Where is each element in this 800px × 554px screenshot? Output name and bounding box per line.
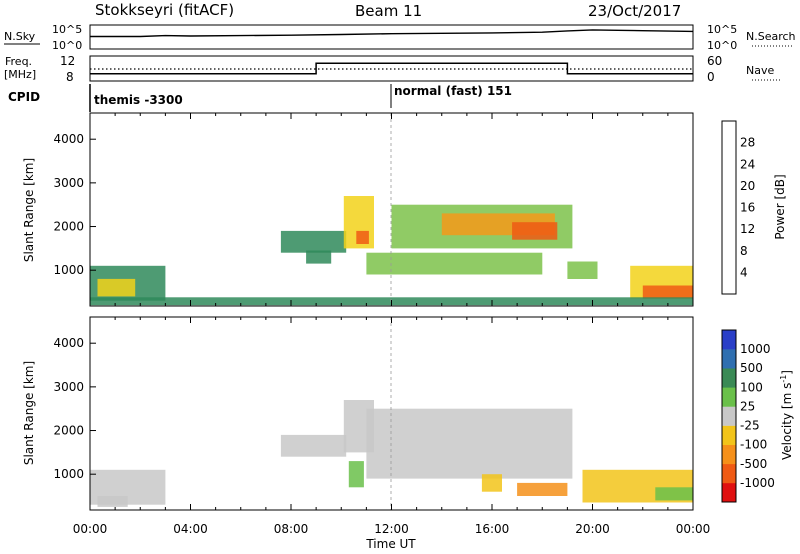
colorbar-tick-label: 24 — [740, 157, 755, 171]
data-region — [655, 487, 693, 501]
colorbar-tick-label: 16 — [740, 201, 755, 215]
x-tick-label: 12:00 — [374, 522, 409, 536]
y-tick-label: 2000 — [53, 220, 84, 234]
velocity-label-text: Velocity [m s — [780, 383, 794, 460]
nsearch-tick-top: 10^5 — [707, 23, 737, 36]
nsky-trace — [90, 29, 694, 38]
colorbar-tick-label: 28 — [740, 136, 755, 150]
colorbar-tick-label: 100 — [740, 380, 763, 394]
nsky-tick-bottom: 10^0 — [52, 39, 82, 52]
data-region — [280, 434, 347, 457]
velocity-ylabel: Slant Range [km] — [22, 361, 36, 465]
colorbar-tick-label: 20 — [740, 179, 755, 193]
colorbar-tick-label: 4 — [740, 265, 748, 279]
colorbar-swatch — [722, 349, 736, 369]
colorbar-swatch — [722, 387, 736, 407]
colorbar-swatch — [722, 368, 736, 388]
freq-tick-bottom: 8 — [66, 70, 74, 84]
y-tick-label: 1000 — [53, 263, 84, 277]
colorbar-swatch — [722, 330, 736, 350]
velocity-label-close: ] — [780, 370, 794, 375]
data-region — [642, 285, 694, 299]
date-title: 23/Oct/2017 — [588, 2, 681, 20]
data-region — [97, 278, 136, 297]
colorbar-tick-label: 1000 — [740, 342, 771, 356]
colorbar-swatch — [722, 425, 736, 445]
velocity-colorbar-label: Velocity [m s-1] — [779, 370, 794, 460]
data-region — [97, 496, 128, 507]
y-tick-label: 2000 — [53, 424, 84, 438]
power-colorbar-label: Power [dB] — [773, 174, 787, 239]
data-region — [366, 252, 543, 275]
y-tick-label: 3000 — [53, 380, 84, 394]
colorbar-tick-label: 25 — [740, 399, 755, 413]
station-title: Stokkseyri (fitACF) — [95, 1, 234, 19]
x-tick-label: 00:00 — [73, 522, 108, 536]
colorbar-tick-label: -1000 — [740, 476, 775, 490]
colorbar-tick-label: -25 — [740, 419, 760, 433]
nsky-strip: N.Sky 10^5 10^0 10^5 10^0 N.Search — [4, 23, 796, 52]
cpid-segment-2: normal (fast) 151 — [394, 84, 512, 98]
velocity-panel: 1000 2000 3000 4000 Slant Range [km] — [22, 316, 694, 511]
data-region — [306, 250, 332, 264]
velocity-colorbar: -1000 -500 -100 -25 25 100 500 1000 Velocity [m… — [721, 329, 794, 503]
colorbar-swatch — [722, 444, 736, 465]
freq-tick-top: 12 — [60, 54, 75, 68]
data-region — [280, 230, 347, 253]
data-region — [348, 461, 364, 488]
beam-title: Beam 11 — [355, 2, 422, 20]
nsearch-tick-bottom: 10^0 — [707, 39, 737, 52]
y-tick-label: 4000 — [53, 336, 84, 350]
freq-label: Freq. — [5, 55, 32, 68]
data-region — [517, 482, 568, 496]
velocity-data-cells — [90, 400, 693, 507]
velocity-label-sup: -1 — [779, 375, 788, 383]
power-colorbar: 4 8 12 16 20 24 28 Power [dB] — [721, 120, 787, 295]
x-tick-label: 20:00 — [575, 522, 610, 536]
x-tick-label: 16:00 — [475, 522, 510, 536]
data-region — [512, 222, 558, 240]
y-tick-label: 3000 — [53, 176, 84, 190]
y-tick-label: 1000 — [53, 467, 84, 481]
data-region — [481, 474, 502, 492]
nsky-tick-top: 10^5 — [52, 23, 82, 36]
cpid-segment-1: themis -3300 — [94, 93, 183, 107]
colorbar-swatch — [722, 463, 736, 484]
nsearch-label: N.Search — [746, 30, 796, 43]
colorbar-tick-label: -500 — [740, 457, 767, 471]
x-tick-label: 08:00 — [274, 522, 309, 536]
freq-trace — [90, 62, 693, 75]
nave-tick-bottom: 0 — [707, 70, 715, 84]
nave-label: Nave — [746, 64, 774, 77]
nave-tick-top: 60 — [707, 54, 722, 68]
colorbar-swatch — [722, 406, 736, 426]
nsky-label: N.Sky — [4, 30, 36, 43]
colorbar-tick-label: 8 — [740, 244, 748, 258]
colorbar-tick-label: -100 — [740, 438, 767, 452]
time-axis-label: Time UT — [365, 537, 416, 551]
data-region — [567, 261, 598, 279]
freq-unit-label: [MHz] — [4, 68, 36, 81]
freq-strip: Freq. [MHz] 12 8 60 0 Nave — [4, 54, 782, 84]
power-ylabel: Slant Range [km] — [22, 158, 36, 262]
power-panel: 1000 2000 3000 4000 Slant Range [km] — [22, 112, 694, 307]
cpid-strip: CPID themis -3300 normal (fast) 151 — [8, 84, 512, 112]
colorbar-tick-label: 500 — [740, 361, 763, 375]
data-region — [356, 230, 369, 244]
x-tick-label: 04:00 — [173, 522, 208, 536]
y-tick-label: 4000 — [53, 132, 84, 146]
data-region — [366, 408, 573, 479]
x-tick-label: 00:00 — [676, 522, 711, 536]
cpid-label: CPID — [8, 90, 40, 104]
colorbar-tick-label: 12 — [740, 222, 755, 236]
colorbar-swatch — [722, 482, 736, 503]
time-axis: 00:00 04:00 08:00 12:00 16:00 20:00 00:00 — [73, 113, 711, 536]
